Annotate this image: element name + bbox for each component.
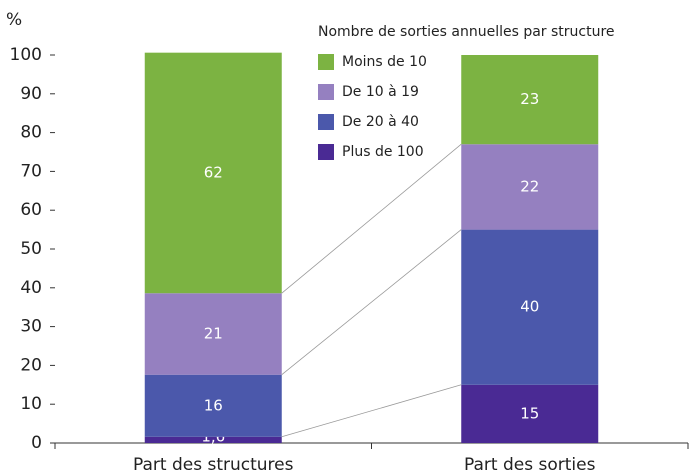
y-axis-label: % xyxy=(6,10,22,30)
y-tick-label: 30 xyxy=(20,317,42,337)
bar-segment xyxy=(144,293,282,375)
y-tick-label: 0 xyxy=(31,433,42,453)
y-tick-label: 50 xyxy=(20,239,42,259)
legend-label: De 10 à 19 xyxy=(342,84,419,100)
bar-segment xyxy=(461,384,599,443)
bar-segment xyxy=(144,374,282,437)
data-label: 21 xyxy=(204,324,223,342)
y-tick-label: 10 xyxy=(20,394,42,414)
legend-title: Nombre de sorties annuelles par structur… xyxy=(318,24,615,40)
y-tick-label: 20 xyxy=(20,355,42,375)
bar-segment xyxy=(461,229,599,385)
connector-line xyxy=(281,229,462,376)
legend-label: De 20 à 40 xyxy=(342,114,419,130)
bar-segment xyxy=(144,52,282,294)
data-label: 22 xyxy=(520,177,539,195)
legend-swatch xyxy=(318,54,334,70)
data-label: 40 xyxy=(520,298,539,316)
legend-label: Plus de 100 xyxy=(342,144,424,160)
legend-swatch xyxy=(318,144,334,160)
data-label: 23 xyxy=(520,90,539,108)
y-tick-label: 100 xyxy=(10,45,42,65)
bar-segment xyxy=(461,144,599,230)
y-tick-label: 70 xyxy=(20,161,42,181)
legend-swatch xyxy=(318,84,334,100)
x-tick-label: Part des sorties xyxy=(464,455,596,474)
bar-segment xyxy=(461,55,599,145)
legend-swatch xyxy=(318,114,334,130)
bar-segment xyxy=(144,436,282,443)
data-label: 16 xyxy=(204,396,223,414)
y-tick-label: 80 xyxy=(20,123,42,143)
connector-line xyxy=(281,143,462,294)
legend-label: Moins de 10 xyxy=(342,54,427,70)
connector-line xyxy=(281,384,462,438)
x-tick-label: Part des structures xyxy=(133,455,294,474)
data-label: 62 xyxy=(204,163,223,181)
data-label: 15 xyxy=(520,404,539,422)
y-tick-label: 60 xyxy=(20,200,42,220)
y-tick-label: 40 xyxy=(20,278,42,298)
y-tick-label: 90 xyxy=(20,84,42,104)
